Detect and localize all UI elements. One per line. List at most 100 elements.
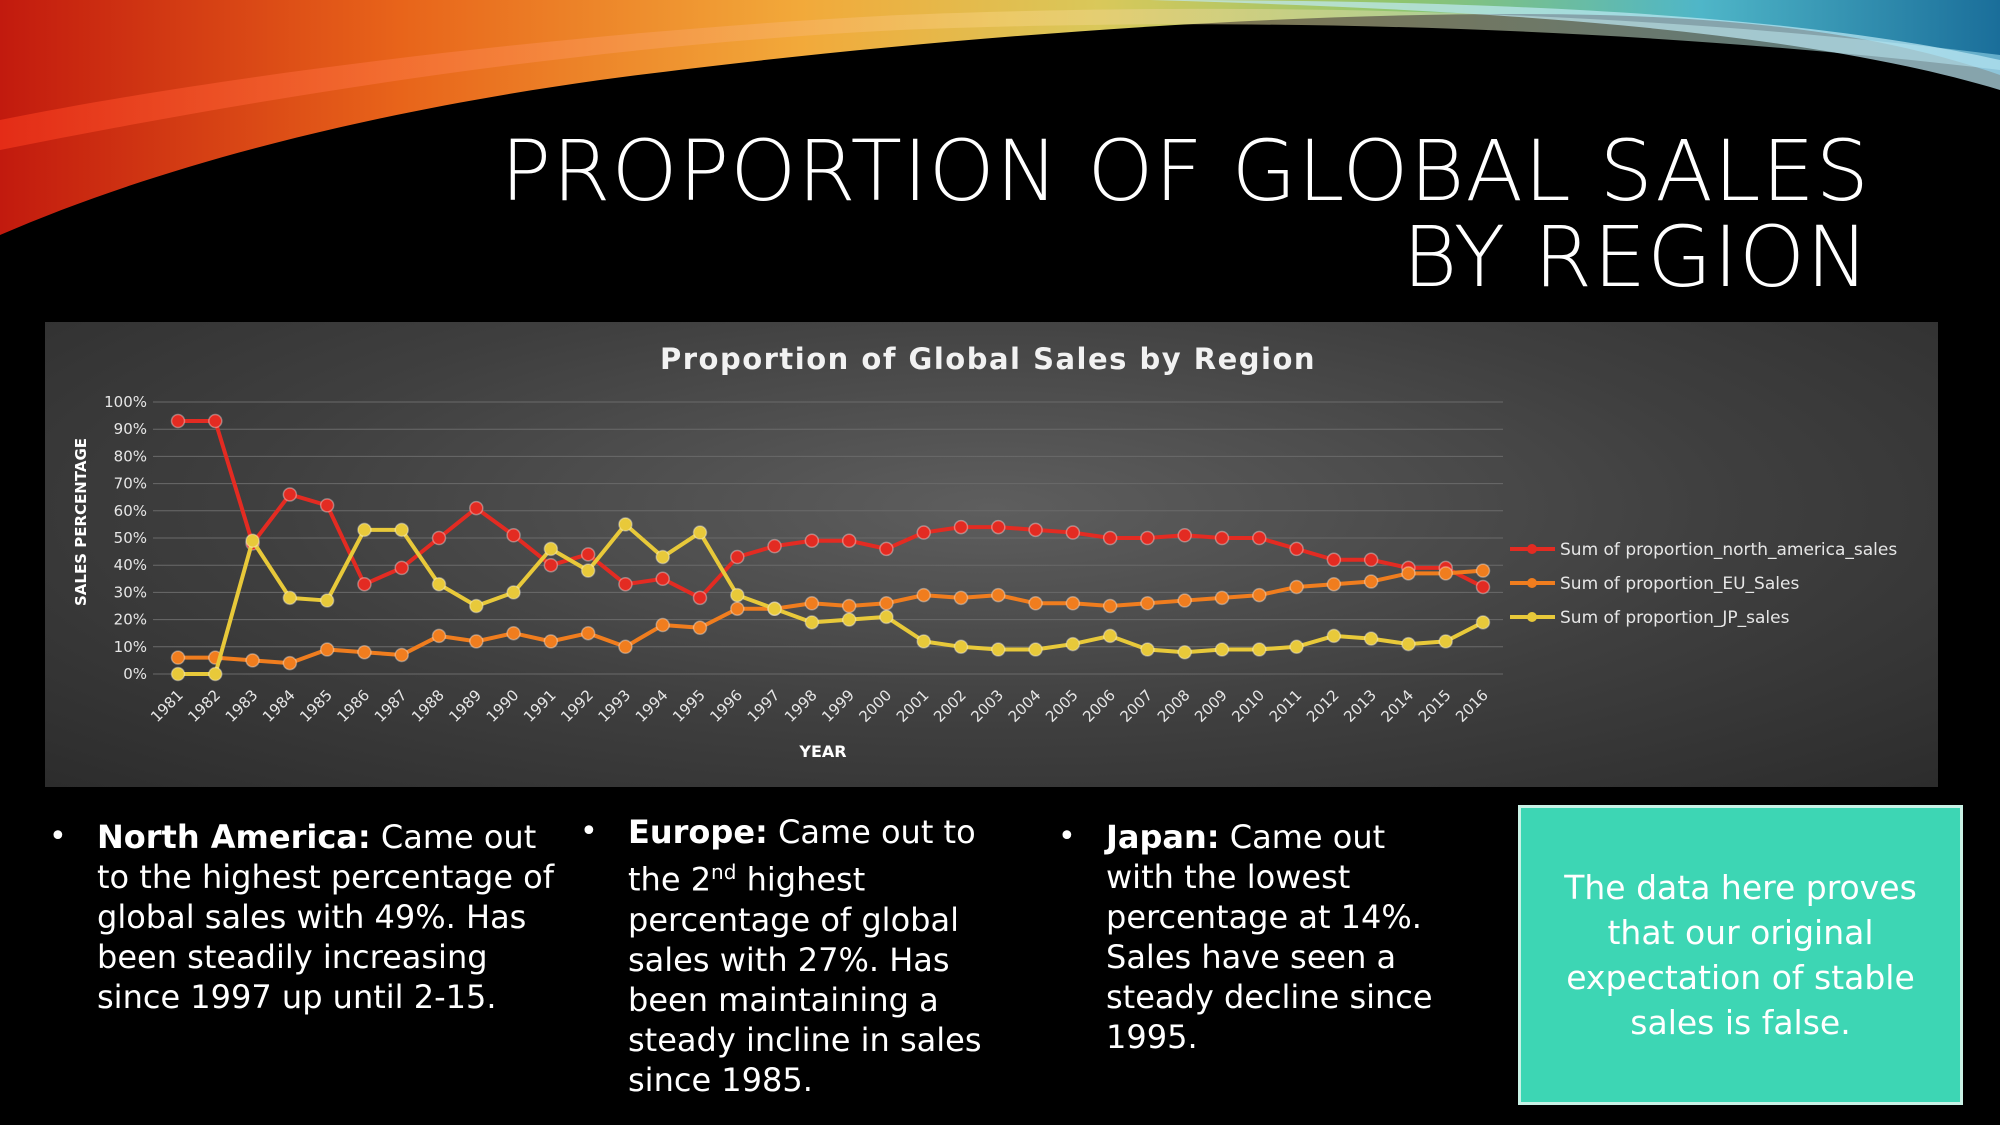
data-point [879,609,894,625]
bullet-text: Came out to the highest percentage of gl… [97,818,555,1016]
data-point [841,533,857,548]
slide-title-line1: PROPORTION OF GLOBAL SALES [500,122,1870,220]
data-point [1102,530,1118,546]
data-point [580,625,596,641]
x-tick-label: 1988 [408,686,448,726]
x-tick-label: 1989 [445,686,485,726]
x-tick-label: 2006 [1079,686,1119,726]
y-tick-label: 100% [104,393,147,411]
data-point [916,587,931,603]
data-point [1065,525,1081,540]
y-tick-label: 30% [114,583,147,601]
legend-item: Sum of proportion_EU_Sales [1510,574,1799,594]
data-point [1028,596,1043,611]
data-point [469,500,484,516]
data-point [804,596,820,611]
data-point [618,639,633,655]
bullet-heading: North America: [97,818,371,856]
data-point [879,596,894,611]
y-tick-label: 90% [114,420,147,438]
data-point [506,585,521,600]
y-tick-label: 60% [114,502,147,520]
data-point [431,628,447,644]
bullet-text: highest percentage of global sales with … [628,860,982,1099]
bullet-north-america: • North America: Came out to the highest… [49,817,567,1017]
bullet-dot: • [580,814,598,849]
x-tick-label: 2004 [1005,686,1045,726]
data-point [1065,636,1081,652]
data-point [804,615,820,630]
data-point [506,528,521,543]
data-point [1326,576,1342,592]
chart-panel: Proportion of Global Sales by Region 0% 1… [45,322,1938,787]
x-tick-label: 1993 [595,686,635,726]
data-point [208,666,223,682]
data-point [506,625,521,641]
data-point [767,538,782,554]
x-tick-label: 2012 [1303,686,1343,726]
x-tick-label: 2005 [1042,686,1082,726]
grid-lines [153,401,1503,675]
bullet-superscript: nd [711,860,737,884]
data-point [282,655,298,671]
data-point [1289,639,1304,655]
data-point [1363,631,1379,646]
data-point [953,590,969,606]
data-point [580,563,596,578]
data-point [730,587,745,603]
x-tick-label: 1996 [706,686,746,726]
series-1 [170,563,1491,671]
data-point [1177,528,1192,543]
x-tick-label: 1998 [781,686,821,726]
data-point [543,541,559,557]
data-point [1438,566,1453,581]
bullet-europe: • Europe: Came out to the 2nd highest pe… [580,812,1038,1100]
data-point [1140,642,1155,657]
data-point [1252,530,1267,546]
bullet-japan: • Japan: Came out with the lowest percen… [1058,817,1456,1057]
data-point [580,547,596,562]
data-point [170,666,186,682]
x-axis-label: YEAR [798,742,846,761]
data-point [991,587,1006,603]
line-chart: Proportion of Global Sales by Region 0%1… [72,342,1897,761]
data-point [431,576,447,592]
data-point [841,598,857,614]
data-point [1214,590,1230,606]
x-tick-label: 1991 [520,686,560,726]
x-tick-label: 1983 [222,686,262,726]
data-point [357,522,372,538]
data-point [1363,574,1379,589]
data-point [357,576,372,592]
y-tick-label: 80% [114,447,147,465]
data-point [1289,541,1304,557]
data-point [1475,579,1491,595]
decorative-swoosh [0,0,2000,235]
conclusion-callout: The data here proves that our original e… [1518,805,1963,1105]
data-point [1140,530,1155,546]
series-2 [170,517,1491,682]
y-tick-label: 70% [114,475,147,493]
legend-swatch-marker [1527,578,1537,588]
y-tick-label: 50% [114,529,147,547]
data-point [1177,644,1192,660]
data-point [245,533,260,548]
y-tick-label: 40% [114,556,147,574]
data-point [319,593,335,608]
legend-label: Sum of proportion_EU_Sales [1560,574,1799,594]
data-point [319,498,335,513]
x-tick-label: 1984 [259,686,299,726]
data-point [991,642,1006,657]
data-point [543,557,559,573]
x-tick-label: 2015 [1415,686,1455,726]
bullet-text: Came out with the lowest percentage at 1… [1106,818,1433,1056]
data-point [1401,566,1416,581]
data-point [394,522,409,538]
data-point [394,647,409,663]
data-point [1289,579,1304,595]
data-point [282,487,298,502]
legend-label: Sum of proportion_north_america_sales [1560,540,1897,560]
data-point [1177,593,1192,608]
series-0 [170,413,1491,606]
data-point [431,530,447,546]
